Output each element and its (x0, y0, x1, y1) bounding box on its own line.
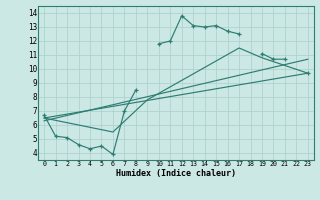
X-axis label: Humidex (Indice chaleur): Humidex (Indice chaleur) (116, 169, 236, 178)
